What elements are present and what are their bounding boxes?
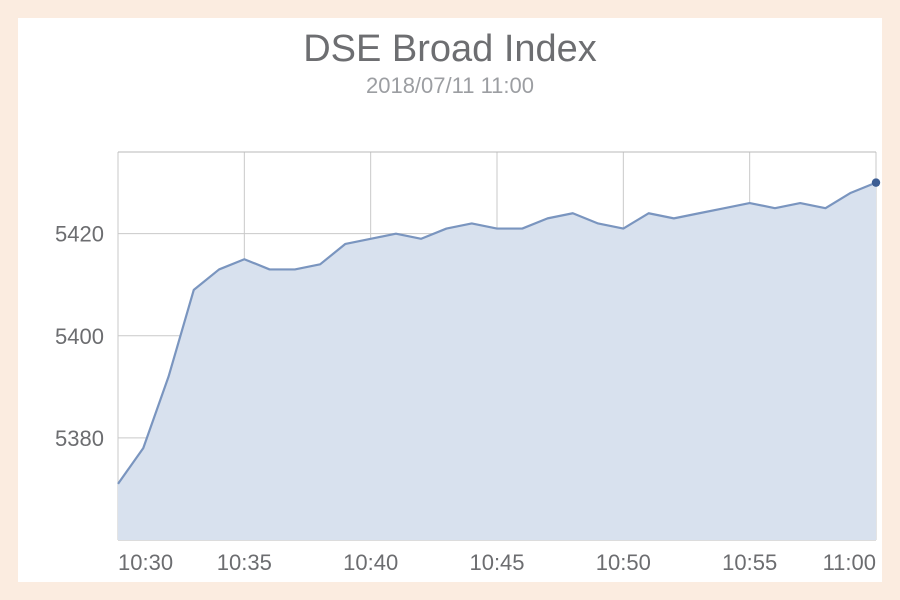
y-axis-label: 5380 — [55, 426, 104, 451]
area-fill — [118, 183, 876, 540]
x-axis-label: 10:55 — [722, 550, 777, 575]
chart-title: DSE Broad Index — [18, 28, 882, 71]
chart-subtitle: 2018/07/11 11:00 — [18, 73, 882, 99]
x-axis-label: 10:30 — [118, 550, 173, 575]
outer-frame: DSE Broad Index 2018/07/11 11:00 5380 540… — [0, 0, 900, 600]
title-block: DSE Broad Index 2018/07/11 11:00 — [18, 18, 882, 99]
chart-area: 5380 5400 5420 10:30 10:35 10:40 10:45 10:50 10:… — [18, 128, 882, 582]
x-axis-label: 11:00 — [823, 550, 876, 575]
y-axis-label: 5400 — [55, 324, 104, 349]
x-axis-label: 10:40 — [343, 550, 398, 575]
x-axis-label: 10:35 — [217, 550, 272, 575]
inner-frame: DSE Broad Index 2018/07/11 11:00 5380 540… — [18, 18, 882, 582]
y-axis-label: 5420 — [55, 222, 104, 247]
end-marker — [872, 178, 880, 186]
x-axis-label: 10:50 — [596, 550, 651, 575]
x-axis-label: 10:45 — [469, 550, 524, 575]
line-area-chart: 5380 5400 5420 10:30 10:35 10:40 10:45 10:50 10:… — [18, 128, 882, 582]
